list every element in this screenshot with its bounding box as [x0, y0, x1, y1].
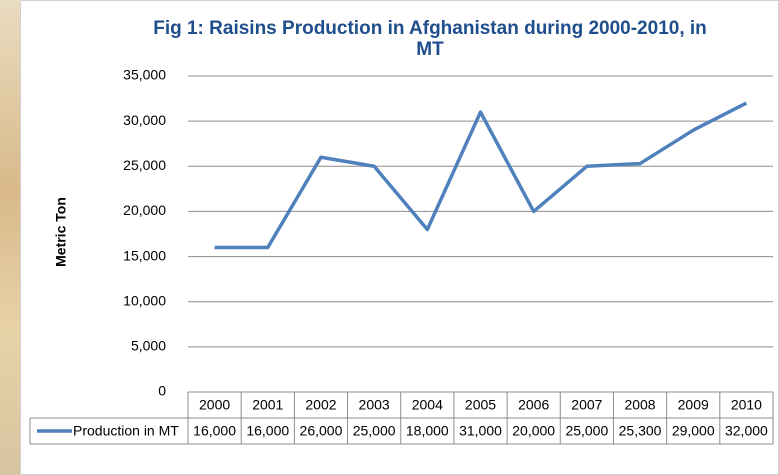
legend-label: Production in MT: [73, 423, 179, 439]
table-value: 26,000: [300, 423, 343, 439]
y-tick-label: 30,000: [123, 112, 166, 128]
x-tick-label: 2010: [731, 397, 762, 413]
x-tick-label: 2002: [305, 397, 336, 413]
y-tick-label: 5,000: [131, 338, 166, 354]
x-tick-label: 2007: [571, 397, 602, 413]
table-value: 16,000: [246, 423, 289, 439]
background: [0, 0, 22, 475]
x-tick-label: 2006: [518, 397, 549, 413]
y-tick-label: 0: [158, 383, 166, 399]
y-tick-label: 20,000: [123, 202, 166, 218]
data-line: [214, 101, 748, 250]
table-value: 25,000: [353, 423, 396, 439]
y-axis-title: Metric Ton: [53, 197, 69, 267]
x-tick-label: 2009: [678, 397, 709, 413]
table-value: 29,000: [672, 423, 715, 439]
table-value: 25,000: [565, 423, 608, 439]
table-value: 20,000: [512, 423, 555, 439]
x-tick-label: 2003: [359, 397, 390, 413]
table-value: 25,300: [619, 423, 662, 439]
y-tick-label: 25,000: [123, 157, 166, 173]
chart-title: Fig 1: Raisins Production in Afghanistan…: [153, 18, 707, 60]
x-tick-label: 2008: [624, 397, 655, 413]
table-value: 32,000: [725, 423, 768, 439]
y-tick-label: 10,000: [123, 292, 166, 308]
y-tick-label: 15,000: [123, 247, 166, 263]
table-value: 18,000: [406, 423, 449, 439]
x-tick-label: 2004: [412, 397, 443, 413]
table-value: 16,000: [193, 423, 236, 439]
table-value: 31,000: [459, 423, 502, 439]
x-tick-label: 2000: [199, 397, 230, 413]
x-tick-label: 2005: [465, 397, 496, 413]
x-tick-label: 2001: [252, 397, 283, 413]
y-tick-label: 35,000: [123, 67, 166, 83]
